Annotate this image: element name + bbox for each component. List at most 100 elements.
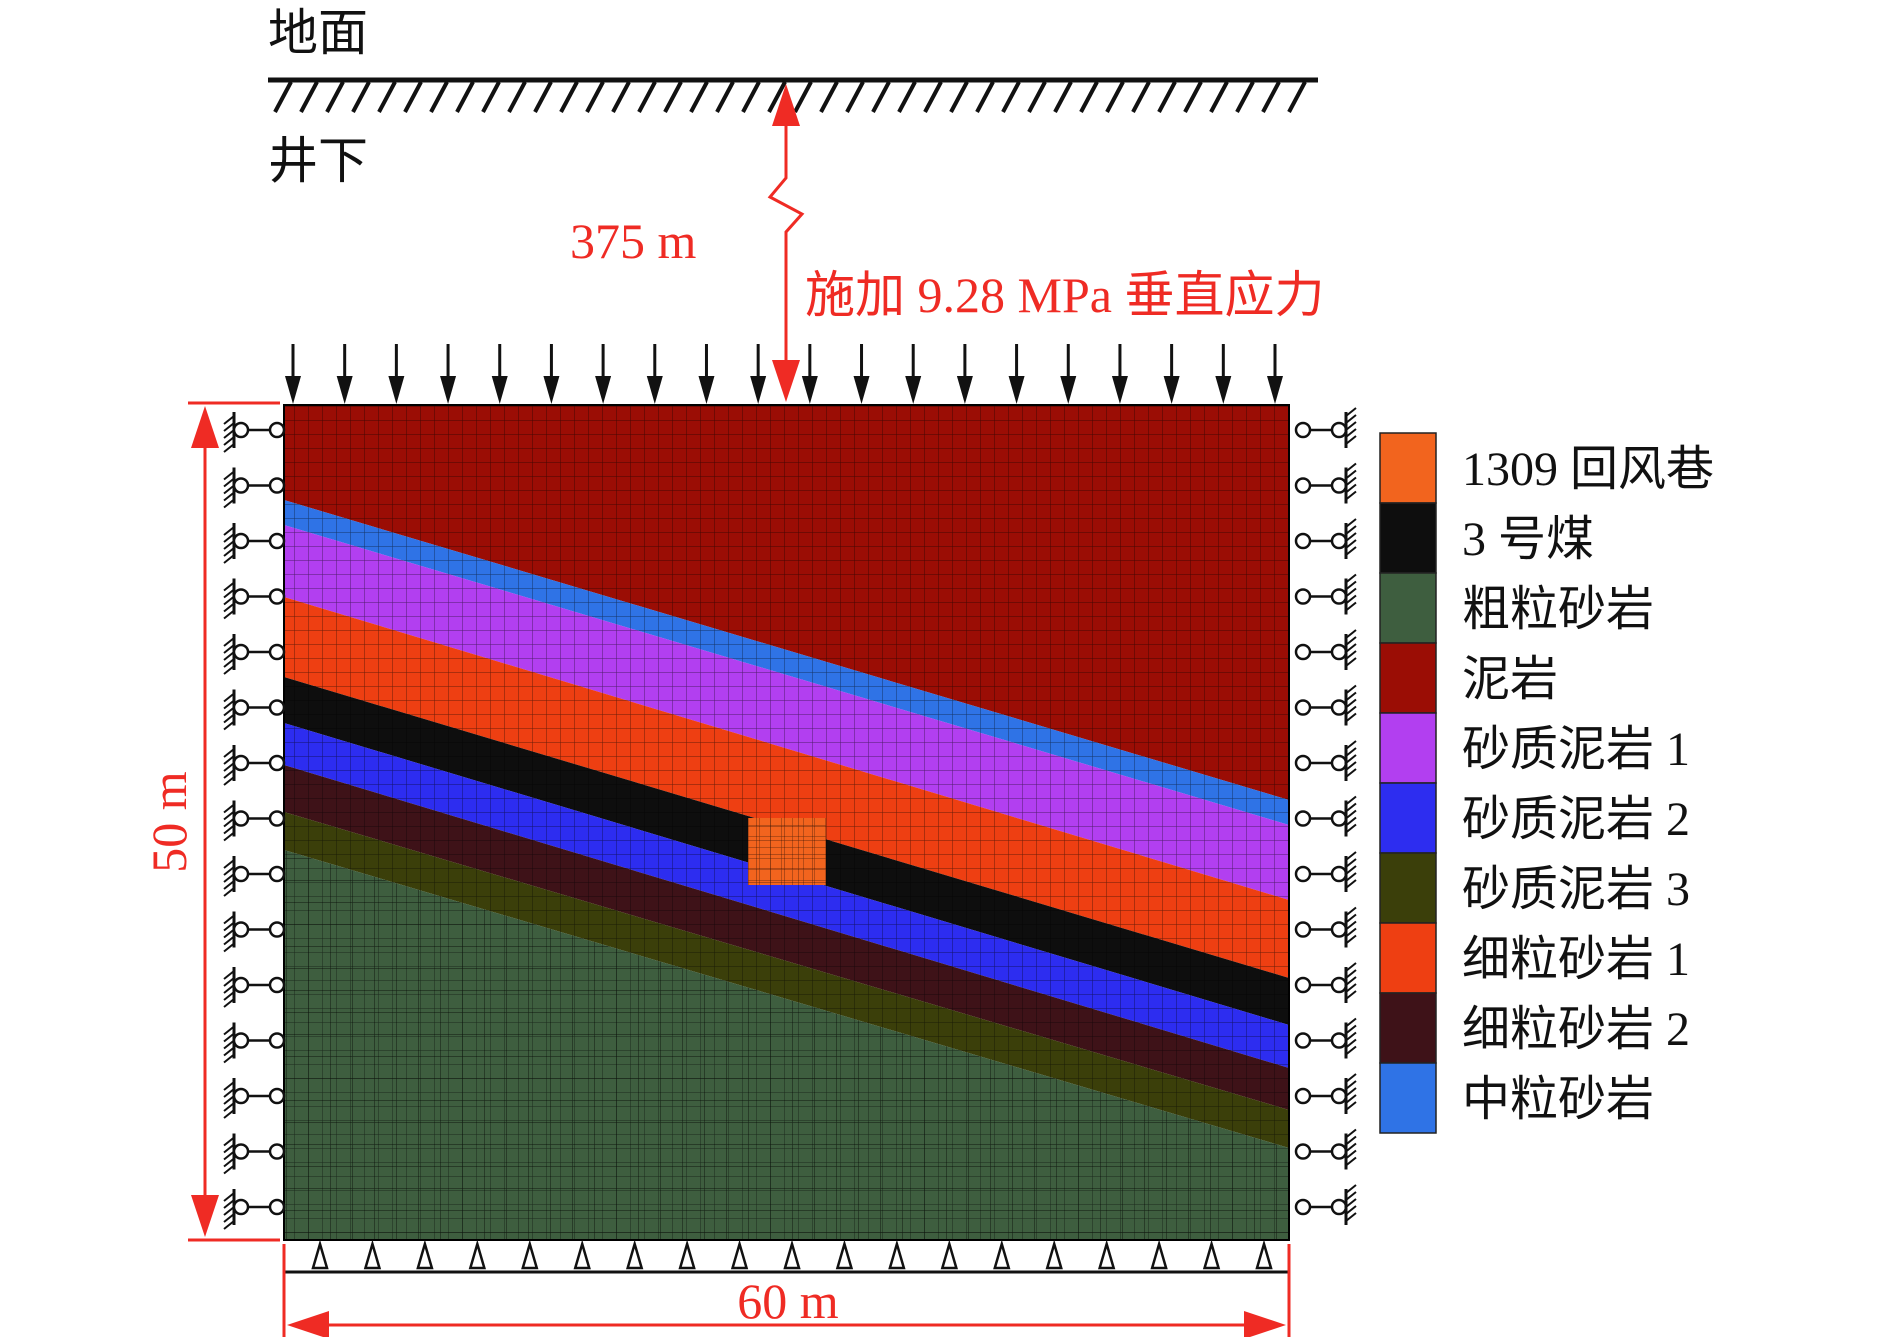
legend-label: 中粒砂岩 xyxy=(1462,1073,1654,1126)
load-arrow xyxy=(543,344,560,404)
roller-support xyxy=(1294,906,1357,948)
model-body xyxy=(284,405,1289,1240)
load-arrow xyxy=(1111,344,1128,404)
pin-support xyxy=(416,1239,434,1270)
pin-support xyxy=(1097,1239,1116,1270)
roller-support xyxy=(223,523,286,564)
legend-swatch xyxy=(1379,1062,1437,1134)
load-arrow xyxy=(336,344,353,404)
vertical-load-arrows xyxy=(285,344,1283,404)
legend-swatch xyxy=(1379,572,1437,644)
left-roller-supports xyxy=(223,412,286,1230)
ground-label: 地面 xyxy=(268,4,368,62)
legend-item: 细粒砂岩 2 xyxy=(1379,992,1690,1064)
load-arrow xyxy=(491,344,508,404)
pin-support xyxy=(1045,1239,1063,1270)
legend-label: 3 号煤 xyxy=(1462,513,1594,566)
legend-label: 细粒砂岩 2 xyxy=(1462,1003,1690,1056)
roller-support xyxy=(223,467,286,509)
roller-support xyxy=(223,1189,286,1230)
load-arrow xyxy=(956,344,973,404)
legend-item: 中粒砂岩 xyxy=(1379,1062,1654,1134)
ground-hatching xyxy=(273,81,1307,113)
roller-support xyxy=(223,745,286,786)
load-arrow xyxy=(285,344,301,404)
roller-support xyxy=(1294,518,1357,559)
pin-support xyxy=(783,1239,801,1270)
roller-support xyxy=(223,412,286,453)
roller-support xyxy=(1294,1184,1357,1225)
pin-support xyxy=(521,1239,539,1270)
roller-support xyxy=(223,800,286,842)
pin-support xyxy=(363,1239,382,1270)
legend-swatch xyxy=(1379,432,1437,504)
pin-support xyxy=(468,1239,487,1270)
legend-swatch xyxy=(1379,642,1437,714)
legend-swatch xyxy=(1379,502,1437,574)
pin-support xyxy=(311,1239,329,1270)
width-label: 60 m xyxy=(737,1273,839,1329)
roller-support xyxy=(1294,684,1357,726)
pin-support xyxy=(835,1239,854,1270)
roller-support xyxy=(1294,851,1357,892)
load-arrow xyxy=(750,344,767,404)
legend-swatch xyxy=(1379,922,1437,994)
pin-support xyxy=(678,1239,696,1270)
roller-support xyxy=(223,634,286,675)
height-dimension xyxy=(188,401,280,1242)
legend-swatch xyxy=(1379,712,1437,784)
pin-support xyxy=(626,1239,644,1270)
pin-support xyxy=(940,1239,958,1270)
legend-swatch xyxy=(1379,852,1437,924)
roller-support xyxy=(1294,407,1357,448)
load-arrow xyxy=(1215,344,1232,404)
load-arrow xyxy=(595,344,612,404)
load-arrow xyxy=(388,344,405,404)
load-arrow xyxy=(698,344,715,404)
load-arrow xyxy=(1267,344,1283,404)
load-arrow xyxy=(801,344,818,404)
legend-item: 砂质泥岩 2 xyxy=(1379,782,1690,854)
legend-label: 泥岩 xyxy=(1462,653,1558,706)
load-arrow xyxy=(905,344,922,404)
roller-support xyxy=(223,911,286,953)
roller-support xyxy=(1294,740,1357,781)
height-label: 50 m xyxy=(141,771,197,873)
load-arrow xyxy=(646,344,663,404)
roller-support xyxy=(223,856,286,897)
legend-label: 粗粒砂岩 xyxy=(1462,583,1654,636)
legend-item: 细粒砂岩 1 xyxy=(1379,922,1690,994)
legend-label: 细粒砂岩 1 xyxy=(1462,933,1690,986)
roller-support xyxy=(1294,462,1357,504)
right-roller-supports xyxy=(1294,407,1357,1225)
load-arrow xyxy=(440,344,457,404)
roller-support xyxy=(1294,962,1357,1003)
depth-arrow xyxy=(767,84,805,402)
legend-label: 1309 回风巷 xyxy=(1462,443,1714,496)
roller-support xyxy=(1294,1017,1357,1059)
width-dimension xyxy=(282,1244,1291,1337)
depth-label: 375 m xyxy=(570,213,697,269)
load-arrow xyxy=(1008,344,1025,404)
pin-support xyxy=(573,1239,591,1270)
ground-surface xyxy=(268,77,1318,113)
pin-support xyxy=(1150,1239,1168,1270)
pin-support xyxy=(1255,1239,1273,1270)
roller-support xyxy=(1294,629,1357,670)
legend-item: 3 号煤 xyxy=(1379,502,1594,574)
stress-label: 施加 9.28 MPa 垂直应力 xyxy=(805,267,1324,323)
underground-label: 井下 xyxy=(268,132,368,190)
load-arrow xyxy=(853,344,870,404)
legend-item: 粗粒砂岩 xyxy=(1379,572,1654,644)
pin-support xyxy=(993,1239,1011,1270)
roller-support xyxy=(223,967,286,1008)
legend-label: 砂质泥岩 1 xyxy=(1462,723,1690,776)
roller-support xyxy=(223,1022,286,1064)
roller-support xyxy=(223,689,286,731)
legend-item: 砂质泥岩 1 xyxy=(1379,712,1690,784)
roller-support xyxy=(223,1078,286,1119)
load-arrow xyxy=(1060,344,1077,404)
legend-label: 砂质泥岩 2 xyxy=(1462,793,1690,846)
roller-support xyxy=(223,1133,286,1175)
